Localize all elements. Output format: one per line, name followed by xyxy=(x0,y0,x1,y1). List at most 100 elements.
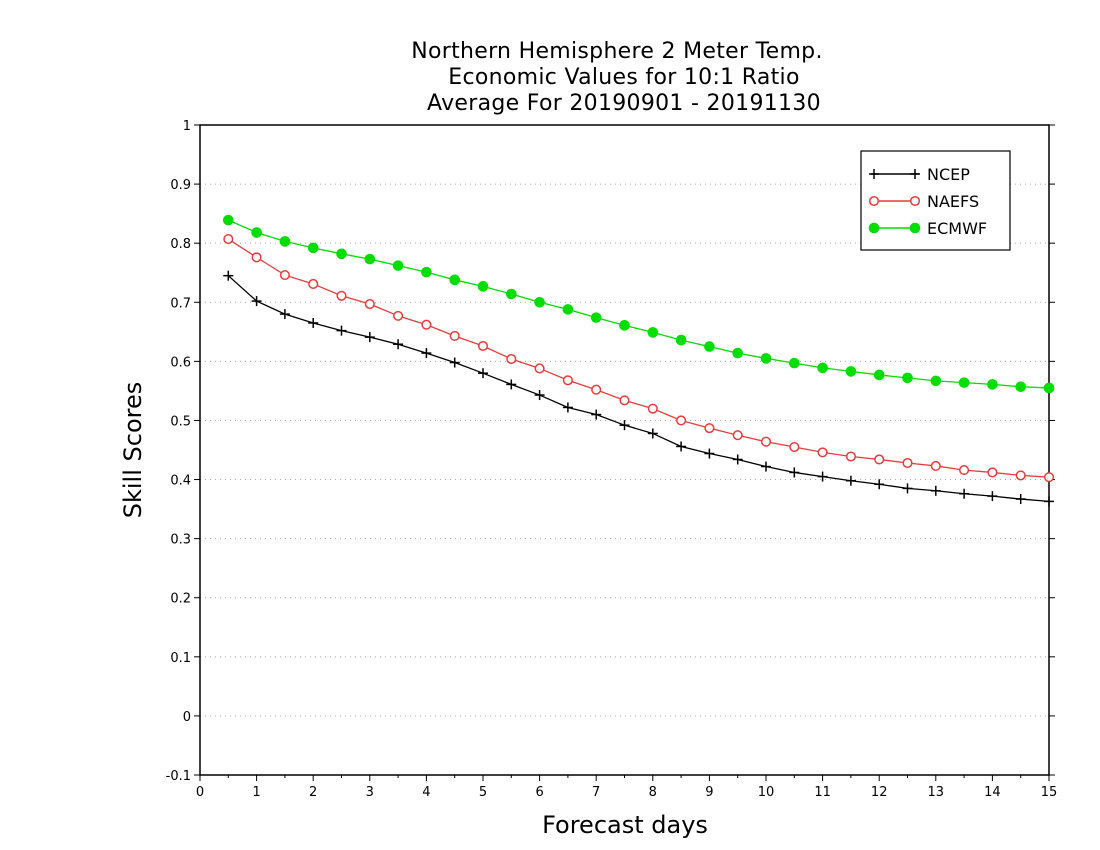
series-line-ncep xyxy=(227,275,1050,503)
data-point-ecmwf xyxy=(987,379,998,390)
data-point-naefs xyxy=(789,441,800,453)
x-tick-label: 12 xyxy=(871,785,888,800)
y-tick-label: 0.3 xyxy=(170,533,191,548)
data-point-ncep xyxy=(845,475,856,486)
series-ncep xyxy=(223,270,1054,507)
data-point-ecmwf xyxy=(902,372,913,384)
series-group xyxy=(223,214,1055,507)
y-tick-label: 0.6 xyxy=(170,355,191,370)
legend-item-naefs: NAEFS xyxy=(868,192,979,211)
x-tick-label: 4 xyxy=(422,785,430,800)
data-point-ncep xyxy=(336,325,347,336)
data-point-naefs xyxy=(421,319,432,330)
legend-label-ncep: NCEP xyxy=(927,165,970,184)
data-point-ecmwf xyxy=(732,347,744,359)
data-point-naefs xyxy=(732,430,743,441)
data-point-ncep xyxy=(308,317,319,328)
data-point-ecmwf xyxy=(590,312,602,323)
y-tick-label: 0.8 xyxy=(170,237,191,252)
legend-marker-ecmwf xyxy=(909,222,921,234)
y-axis-label: Skill Scores xyxy=(119,382,147,519)
x-tick-label: 15 xyxy=(1041,785,1058,800)
data-point-ncep xyxy=(1044,496,1054,507)
data-point-ncep xyxy=(393,339,404,350)
x-tick-label: 1 xyxy=(252,785,260,800)
data-point-naefs xyxy=(1043,472,1055,483)
data-point-ncep xyxy=(930,485,941,496)
data-point-ncep xyxy=(591,409,602,420)
data-point-naefs xyxy=(591,384,602,395)
series-naefs xyxy=(223,233,1055,483)
data-point-ecmwf xyxy=(364,253,376,265)
data-point-naefs xyxy=(223,233,234,245)
data-point-ecmwf xyxy=(704,341,715,352)
legend-marker-ncep xyxy=(910,169,920,179)
data-point-ncep xyxy=(364,332,375,343)
data-point-naefs xyxy=(364,298,375,310)
x-axis-label: Forecast days xyxy=(542,811,708,839)
data-point-ecmwf xyxy=(1015,381,1027,393)
series-line-naefs xyxy=(227,238,1050,478)
data-point-ncep xyxy=(562,402,573,413)
data-point-ncep xyxy=(817,471,828,482)
data-point-ecmwf xyxy=(789,357,800,369)
legend-marker-naefs xyxy=(868,195,880,207)
chart-title: Northern Hemisphere 2 Meter Temp. Econom… xyxy=(411,39,822,116)
legend-item-ncep: NCEP xyxy=(869,165,970,184)
x-tick-label: 8 xyxy=(649,785,657,800)
data-point-ncep xyxy=(676,441,687,452)
axes: -0.100.10.20.30.40.50.60.70.80.910 1 2 3 4 5 6… xyxy=(166,119,1058,800)
data-point-naefs xyxy=(562,375,573,386)
data-point-ncep xyxy=(619,420,630,431)
data-point-ecmwf xyxy=(392,260,404,271)
data-point-ecmwf xyxy=(873,369,885,381)
data-point-ecmwf xyxy=(958,377,970,388)
data-point-ncep xyxy=(902,483,913,494)
x-tick-label: 2 xyxy=(309,785,317,800)
data-point-ncep xyxy=(449,357,460,368)
data-point-naefs xyxy=(534,363,545,374)
data-point-ecmwf xyxy=(675,334,687,346)
data-point-ecmwf xyxy=(817,362,828,374)
data-point-ecmwf xyxy=(477,281,489,292)
data-point-ncep xyxy=(421,348,432,359)
data-point-naefs xyxy=(393,310,404,321)
data-point-ncep xyxy=(279,309,290,320)
y-tick-label: 0.9 xyxy=(170,178,191,193)
data-point-ecmwf xyxy=(279,236,291,247)
title-line-2: Economic Values for 10:1 Ratio xyxy=(448,65,799,90)
legend-item-ecmwf: ECMWF xyxy=(868,219,987,238)
data-point-naefs xyxy=(647,403,658,414)
data-point-ecmwf xyxy=(506,288,517,300)
y-tick-label: 0.4 xyxy=(170,474,191,489)
y-tick-label: 0.1 xyxy=(170,651,191,666)
data-point-naefs xyxy=(760,436,772,447)
y-tick-label: 1 xyxy=(183,119,191,134)
data-point-ncep xyxy=(534,390,545,401)
data-point-ncep xyxy=(987,491,998,502)
x-tick-label: 10 xyxy=(758,785,775,800)
data-point-naefs xyxy=(308,278,319,290)
data-point-ecmwf xyxy=(647,327,659,338)
data-point-naefs xyxy=(987,467,998,478)
data-point-ecmwf xyxy=(1043,382,1055,394)
x-tick-label: 6 xyxy=(535,785,543,800)
data-point-ncep xyxy=(647,428,658,439)
data-point-ecmwf xyxy=(449,274,461,286)
x-tick-label: 11 xyxy=(814,785,831,800)
data-point-ecmwf xyxy=(336,248,347,260)
data-point-ecmwf xyxy=(534,296,545,308)
data-point-ecmwf xyxy=(307,242,319,254)
legend-label-naefs: NAEFS xyxy=(927,192,979,211)
data-point-ncep xyxy=(251,296,262,307)
x-tick-label: 0 xyxy=(196,785,204,800)
legend-label-ecmwf: ECMWF xyxy=(927,219,987,238)
legend-marker-ecmwf xyxy=(868,222,880,234)
x-tick-label: 14 xyxy=(984,785,1001,800)
data-point-naefs xyxy=(477,340,489,352)
data-point-ncep xyxy=(874,479,885,490)
data-point-naefs xyxy=(930,460,941,472)
data-point-ecmwf xyxy=(251,227,262,238)
data-point-naefs xyxy=(449,330,460,342)
data-point-ncep xyxy=(789,467,800,478)
